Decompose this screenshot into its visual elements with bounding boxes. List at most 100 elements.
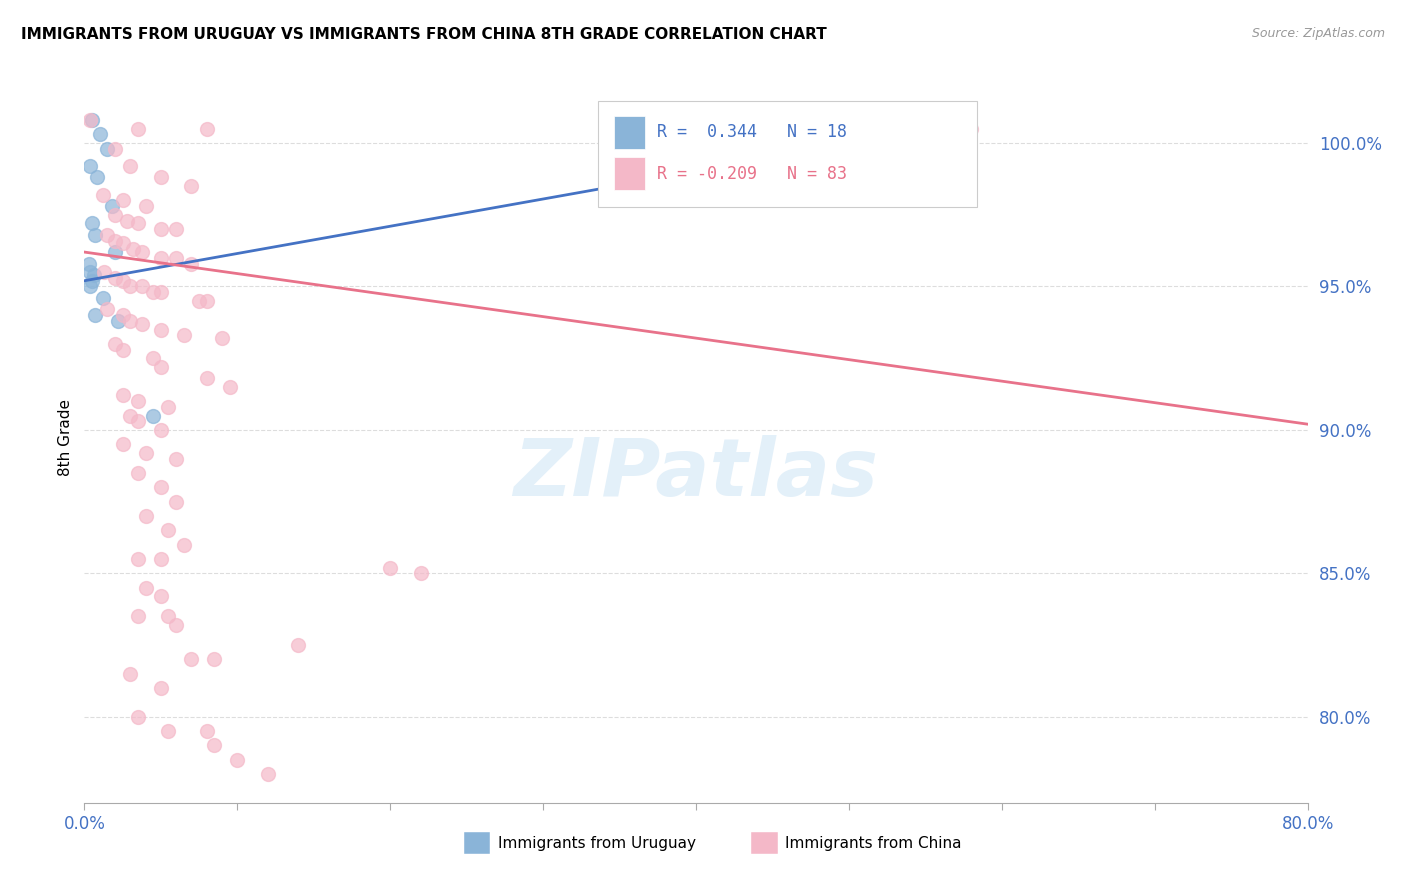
Point: [165, 251, 187, 265]
Point: [104, 208, 127, 222]
Point: [120, 409, 142, 423]
Point: [111, 194, 134, 208]
Point: [93, 265, 115, 279]
Point: [195, 121, 218, 136]
Point: [91, 187, 114, 202]
Point: [96, 302, 118, 317]
Point: [149, 285, 172, 300]
Point: [104, 234, 127, 248]
Point: [409, 566, 432, 581]
Point: [218, 380, 240, 394]
Point: [96, 227, 118, 242]
Point: [131, 317, 153, 331]
Point: [149, 423, 172, 437]
Point: [127, 552, 149, 566]
Point: [111, 343, 134, 357]
Text: Immigrants from Uruguay: Immigrants from Uruguay: [498, 836, 696, 851]
Point: [80, 216, 103, 230]
Point: [79, 265, 101, 279]
Point: [173, 328, 195, 343]
Point: [131, 245, 153, 260]
Text: IMMIGRANTS FROM URUGUAY VS IMMIGRANTS FROM CHINA 8TH GRADE CORRELATION CHART: IMMIGRANTS FROM URUGUAY VS IMMIGRANTS FR…: [21, 27, 827, 42]
Point: [120, 279, 142, 293]
Text: ZIPatlas: ZIPatlas: [513, 434, 879, 513]
Point: [202, 739, 225, 753]
Point: [211, 331, 233, 345]
Point: [84, 227, 107, 242]
Point: [84, 308, 107, 322]
Point: [80, 274, 103, 288]
FancyBboxPatch shape: [614, 116, 644, 149]
Point: [111, 437, 134, 451]
Text: Source: ZipAtlas.com: Source: ZipAtlas.com: [1251, 27, 1385, 40]
Text: Immigrants from China: Immigrants from China: [786, 836, 962, 851]
Point: [195, 293, 218, 308]
Point: [380, 560, 402, 574]
Point: [111, 236, 134, 251]
Point: [104, 336, 127, 351]
Point: [180, 256, 202, 270]
Point: [127, 121, 149, 136]
Point: [80, 113, 103, 128]
Point: [111, 274, 134, 288]
Point: [79, 159, 101, 173]
Y-axis label: 8th Grade: 8th Grade: [58, 399, 73, 475]
Point: [180, 652, 202, 666]
Point: [157, 609, 180, 624]
Point: [149, 222, 172, 236]
Point: [131, 279, 153, 293]
Point: [115, 213, 138, 227]
Point: [104, 142, 127, 156]
Point: [77, 256, 100, 270]
Point: [149, 359, 172, 374]
Text: R = -0.209   N = 83: R = -0.209 N = 83: [657, 165, 846, 183]
Point: [202, 652, 225, 666]
Point: [127, 394, 149, 409]
Point: [157, 400, 180, 414]
Point: [149, 681, 172, 695]
Point: [104, 271, 127, 285]
Point: [135, 446, 157, 460]
Point: [127, 609, 149, 624]
Point: [104, 245, 127, 260]
Point: [79, 279, 101, 293]
FancyBboxPatch shape: [598, 101, 977, 207]
Point: [135, 581, 157, 595]
Point: [120, 159, 142, 173]
Point: [180, 179, 202, 194]
Point: [149, 589, 172, 603]
Point: [122, 242, 145, 256]
Point: [96, 142, 118, 156]
FancyBboxPatch shape: [464, 832, 491, 854]
Point: [142, 285, 165, 300]
Point: [142, 409, 165, 423]
Point: [120, 666, 142, 681]
Point: [101, 199, 124, 213]
Point: [127, 414, 149, 428]
Point: [79, 113, 101, 128]
Point: [257, 767, 280, 781]
Point: [135, 199, 157, 213]
Point: [165, 494, 187, 508]
Point: [149, 480, 172, 494]
Point: [135, 508, 157, 523]
Point: [120, 314, 142, 328]
Point: [86, 170, 108, 185]
Point: [127, 216, 149, 230]
Point: [83, 268, 105, 282]
Point: [149, 322, 172, 336]
Point: [195, 371, 218, 385]
Point: [165, 451, 187, 466]
Point: [188, 293, 211, 308]
Point: [165, 222, 187, 236]
Point: [287, 638, 309, 652]
Point: [960, 121, 983, 136]
Point: [157, 524, 180, 538]
Point: [195, 724, 218, 739]
FancyBboxPatch shape: [751, 832, 778, 854]
FancyBboxPatch shape: [614, 157, 644, 190]
Point: [226, 753, 249, 767]
Point: [127, 710, 149, 724]
Point: [929, 121, 952, 136]
Point: [149, 170, 172, 185]
